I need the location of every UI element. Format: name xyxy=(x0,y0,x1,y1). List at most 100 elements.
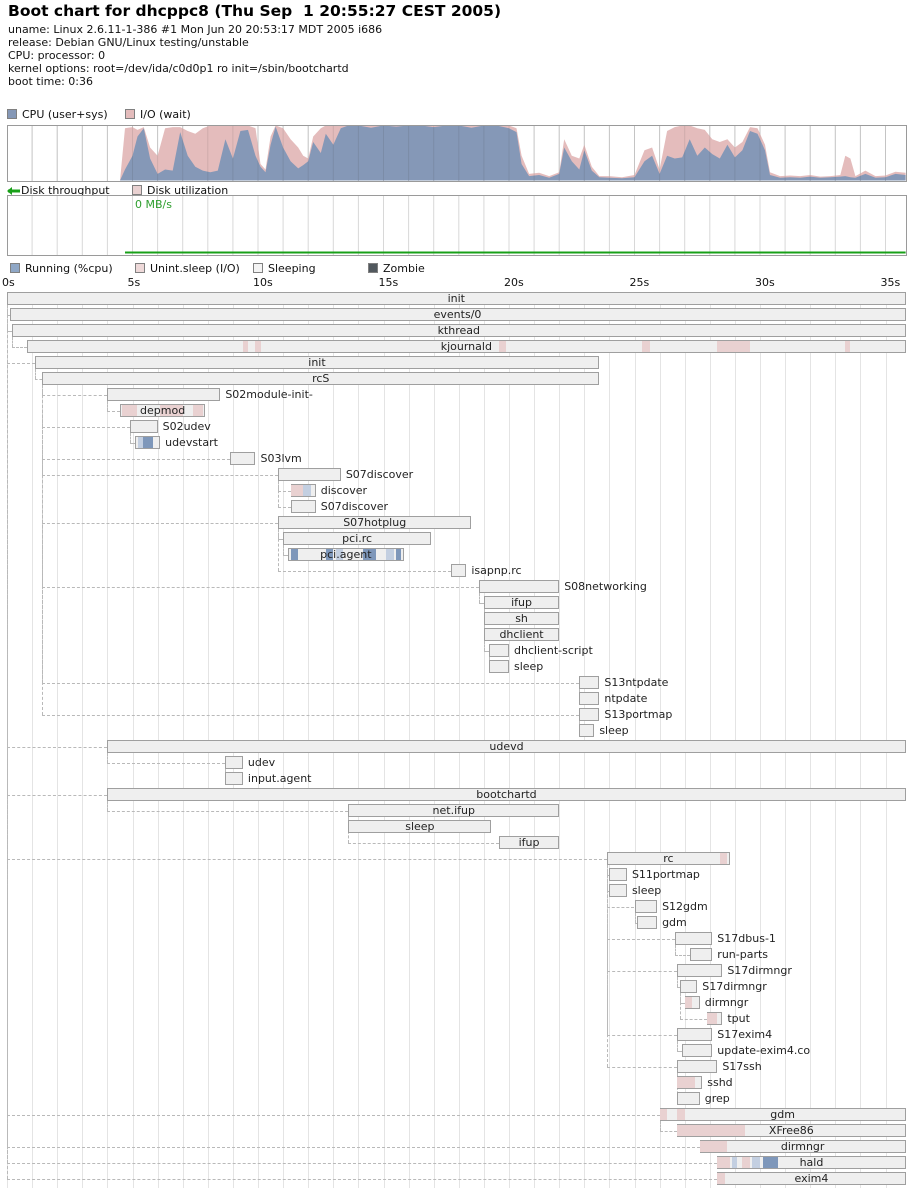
cpu-chart-border xyxy=(7,125,907,182)
tree-connector-horizontal xyxy=(107,811,349,812)
process-bar: S07hotplug xyxy=(278,516,472,529)
process-bar: pci.agent xyxy=(288,548,404,561)
disk-throughput-plot: 0 MB/s xyxy=(7,195,907,256)
process-bar: isapnp.rc xyxy=(451,564,522,577)
process-label: bootchartd xyxy=(476,788,537,801)
process-bar: S17dirmngr xyxy=(677,964,792,977)
process-bar: S02module-init- xyxy=(107,388,313,401)
tree-connector-horizontal xyxy=(606,891,610,892)
system-info: uname: Linux 2.6.11-1-386 #1 Mon Jun 20 … xyxy=(8,23,382,88)
process-label: dirmngr xyxy=(780,1140,825,1153)
process-bar: tput xyxy=(707,1012,750,1025)
legend-label: Sleeping xyxy=(268,262,316,275)
tree-connector-horizontal xyxy=(107,411,120,412)
process-label: S07discover xyxy=(345,468,414,481)
process-label: events/0 xyxy=(433,308,482,321)
process-label: grep xyxy=(704,1092,730,1105)
tree-connector-horizontal xyxy=(606,1067,678,1068)
tree-connector-horizontal xyxy=(42,459,231,460)
process-label: S07hotplug xyxy=(343,516,407,529)
legend-label: CPU (user+sys) xyxy=(22,108,108,121)
process-bar: udevd xyxy=(107,740,906,753)
process-bar: net.ifup xyxy=(348,804,560,817)
process-label: S17ssh xyxy=(722,1060,762,1073)
process-bar: discover xyxy=(290,484,367,497)
time-axis-tick-label: 5s xyxy=(127,276,141,289)
process-bar: hald xyxy=(717,1156,906,1169)
system-info-line: kernel options: root=/dev/ida/c0d0p1 ro … xyxy=(8,62,349,75)
tree-connector-horizontal xyxy=(659,1131,678,1132)
tree-connector-horizontal xyxy=(7,1147,700,1148)
process-bar: dhclient xyxy=(483,628,560,641)
tree-connector-horizontal xyxy=(606,907,635,908)
process-bar: S13portmap xyxy=(579,708,672,721)
process-label: udevstart xyxy=(165,436,218,449)
process-state-segment xyxy=(677,1109,685,1120)
tree-connector-vertical xyxy=(659,1121,661,1131)
tree-connector-horizontal xyxy=(42,587,479,588)
tree-connector-horizontal xyxy=(483,651,489,652)
process-state-segment xyxy=(325,549,334,560)
process-state-segment xyxy=(717,341,750,352)
system-info-line: CPU: processor: 0 xyxy=(8,49,106,62)
process-label: dirmngr xyxy=(704,996,749,1009)
process-label: init xyxy=(447,292,465,305)
process-label: S11portmap xyxy=(631,868,700,881)
process-label: isapnp.rc xyxy=(471,564,522,577)
process-label: kthread xyxy=(437,324,480,337)
tree-connector-horizontal xyxy=(42,475,279,476)
tree-connector-horizontal xyxy=(7,795,108,796)
process-bar: exim4 xyxy=(717,1172,906,1185)
process-bar: udev xyxy=(225,756,275,769)
process-state-legend: Running (%cpu) Unint.sleep (I/O) Sleeping Z… xyxy=(0,262,915,276)
legend-label: Zombie xyxy=(383,262,425,275)
tree-connector-vertical xyxy=(283,545,285,555)
process-label: init xyxy=(308,356,326,369)
tree-connector-horizontal xyxy=(679,1003,685,1004)
process-bar: dirmngr xyxy=(699,1140,906,1153)
tree-connector-vertical xyxy=(478,593,480,603)
process-label: S13portmap xyxy=(604,708,673,721)
zombie-swatch-icon xyxy=(368,263,378,273)
process-label: kjournald xyxy=(440,340,492,353)
process-state-segment xyxy=(192,405,203,416)
cpu-legend: CPU (user+sys) I/O (wait) xyxy=(0,108,915,122)
tree-connector-vertical xyxy=(107,801,109,811)
process-bar: input.agent xyxy=(225,772,312,785)
process-bar: S12gdm xyxy=(634,900,708,913)
time-axis-tick-label: 25s xyxy=(629,276,650,289)
process-label: S13ntpdate xyxy=(604,676,669,689)
process-bar: ifup xyxy=(483,596,560,609)
process-state-segment xyxy=(677,1125,745,1136)
tree-connector-vertical xyxy=(129,433,131,443)
process-state-segment xyxy=(255,341,261,352)
tree-connector-horizontal xyxy=(348,843,499,844)
tree-connector-vertical xyxy=(34,369,36,379)
tree-connector-vertical xyxy=(107,401,109,411)
sleeping-swatch-icon xyxy=(253,263,263,273)
tree-connector-horizontal xyxy=(7,315,10,316)
tree-connector-horizontal xyxy=(7,1179,718,1180)
process-state-segment xyxy=(717,1157,730,1168)
process-bar: S17dbus-1 xyxy=(674,932,776,945)
disk-throughput-line-icon xyxy=(7,187,20,195)
process-label: udevd xyxy=(489,740,524,753)
process-bar: pci.rc xyxy=(283,532,432,545)
process-bar: dhclient-script xyxy=(488,644,593,657)
cpu-area xyxy=(120,125,906,181)
process-state-segment xyxy=(137,437,143,448)
tree-connector-vertical xyxy=(677,1041,679,1051)
process-state-segment xyxy=(707,1013,718,1024)
tree-connector-horizontal xyxy=(283,555,289,556)
process-bar: S08networking xyxy=(478,580,647,593)
process-state-segment xyxy=(363,549,376,560)
process-label: S12gdm xyxy=(662,900,708,913)
process-bar: S03lvm xyxy=(230,452,302,465)
process-state-segment xyxy=(642,341,650,352)
disk-chart-border xyxy=(7,195,907,256)
process-state-segment xyxy=(752,1157,760,1168)
tree-connector-horizontal xyxy=(7,331,13,332)
disk-utilization-swatch-icon xyxy=(132,185,142,195)
process-label: sleep xyxy=(513,660,544,673)
tree-connector-horizontal xyxy=(7,1115,660,1116)
